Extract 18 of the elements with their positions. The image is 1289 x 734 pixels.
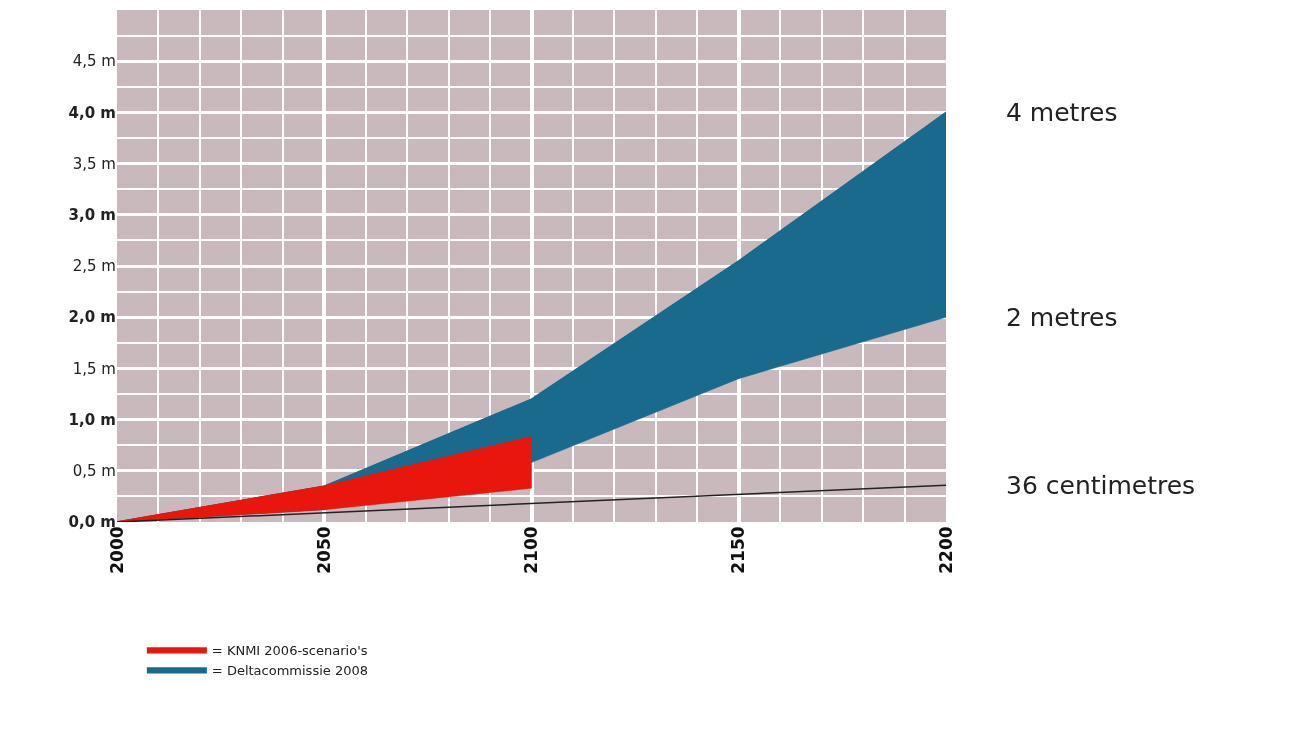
legend-label: = Deltacommissie 2008 <box>211 662 368 678</box>
x-tick-label: 2100 <box>521 526 542 574</box>
y-tick-label: 0,5 m <box>72 462 116 481</box>
y-tick-label: 1,5 m <box>72 359 116 378</box>
text: 36 centimetres <box>1006 471 1196 500</box>
y-tick-label: 4,5 m <box>72 52 116 71</box>
y-tick-label: 2,5 m <box>72 257 116 276</box>
y-tick-label: 4,0 m <box>68 103 116 122</box>
x-tick-label: 2050 <box>313 526 334 574</box>
y-tick-label: 1,0 m <box>68 410 116 429</box>
y-tick-label: 3,5 m <box>72 154 116 173</box>
legend-label: = KNMI 2006-scenario's <box>211 642 368 658</box>
text: 4 metres <box>1006 98 1118 127</box>
x-tick-label: 2150 <box>728 526 749 574</box>
y-tick-label: 3,0 m <box>68 206 116 225</box>
x-tick-label: 2200 <box>935 526 956 574</box>
y-tick-label: 2,0 m <box>68 308 116 327</box>
text: 2 metres <box>1006 303 1118 332</box>
